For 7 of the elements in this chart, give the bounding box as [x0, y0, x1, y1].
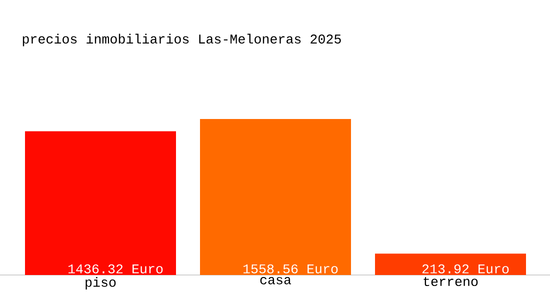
- data-label: 1558.56 Euro: [243, 264, 338, 274]
- data-label: 213.92 Euro: [422, 264, 509, 274]
- x-tick-label: casa: [260, 277, 292, 284]
- x-tick-label: piso: [86, 277, 116, 290]
- chart-title: precios inmobiliarios Las-Meloneras 2025: [22, 34, 341, 46]
- data-label: 1436.32 Euro: [68, 264, 163, 274]
- x-tick-label: terreno: [424, 277, 478, 286]
